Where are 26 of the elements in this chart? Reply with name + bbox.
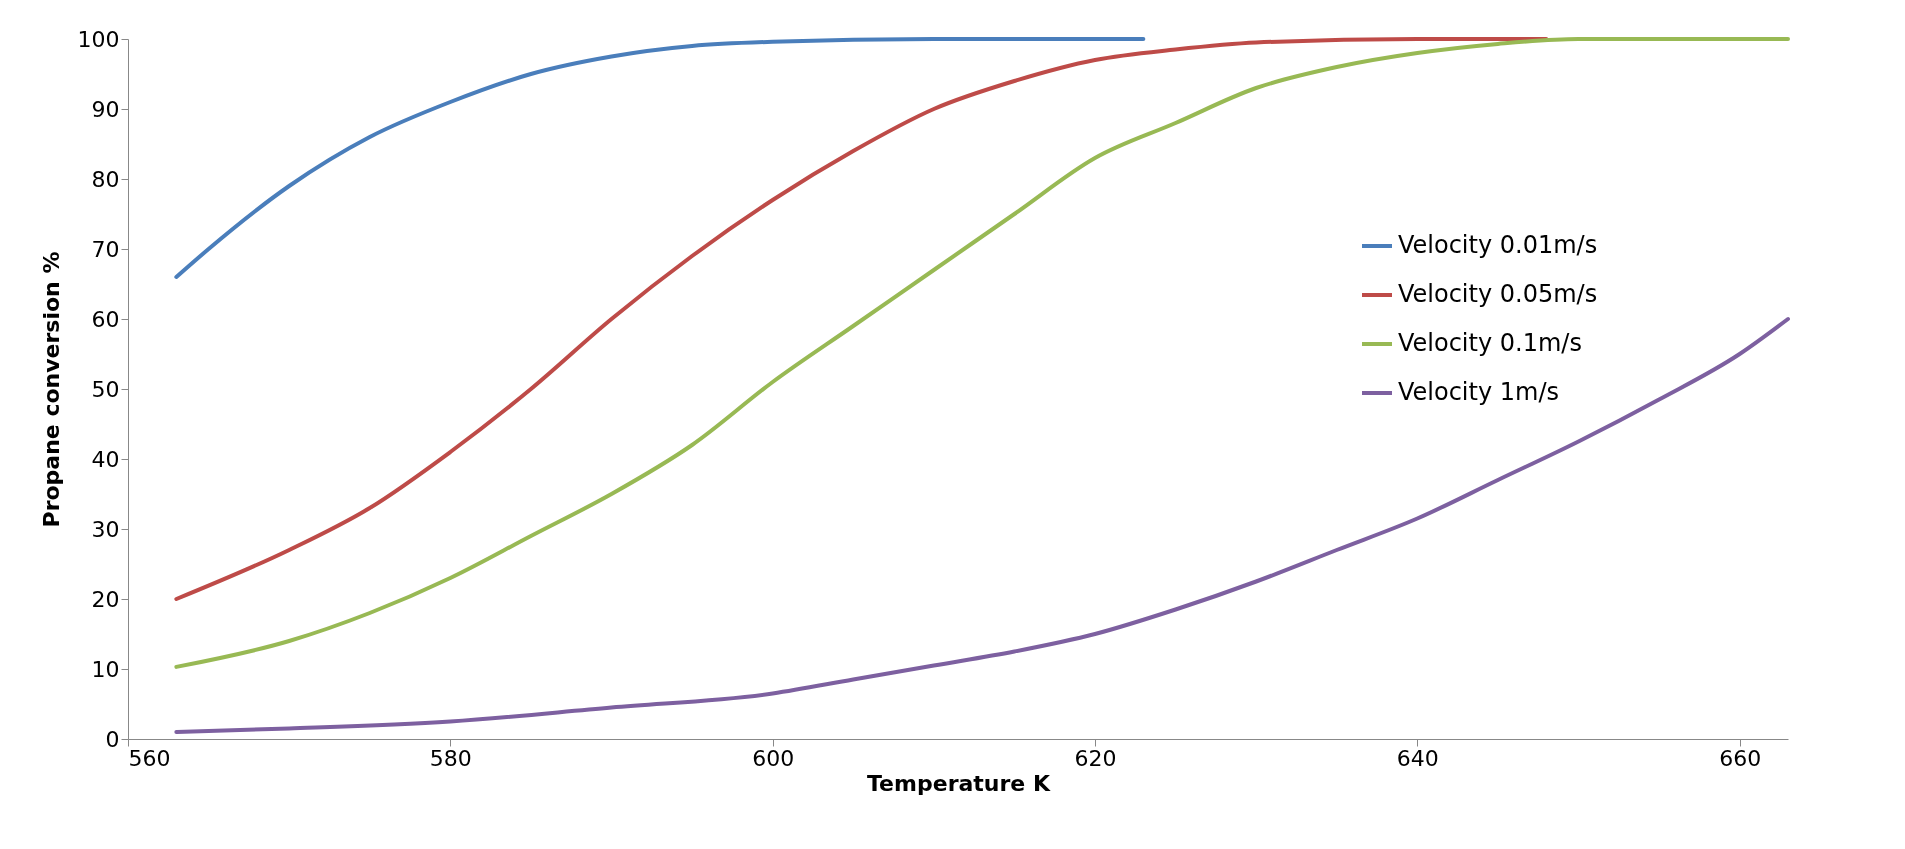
y-tick-label: 100 — [77, 26, 120, 52]
x-tick-label: 560 — [128, 745, 171, 771]
legend-label: Velocity 0.1m/s — [1398, 329, 1582, 357]
y-tick-label: 20 — [91, 586, 120, 612]
legend-label: Velocity 0.05m/s — [1398, 280, 1598, 308]
line-series — [174, 37, 1790, 669]
y-tick-label: 70 — [91, 236, 120, 262]
y-tick-label: 0 — [105, 726, 120, 752]
y-tick-label: 30 — [91, 516, 120, 542]
line-series — [174, 317, 1790, 734]
x-tick-label: 600 — [752, 745, 795, 771]
y-tick-label: 80 — [91, 166, 120, 192]
line-series — [174, 37, 1146, 279]
x-tick-label: 620 — [1074, 745, 1117, 771]
y-tick-label: 40 — [91, 446, 120, 472]
legend-label: Velocity 0.01m/s — [1398, 231, 1598, 259]
x-tick-label: 660 — [1719, 745, 1762, 771]
x-axis-title: Temperature K — [867, 770, 1051, 796]
y-tick-label: 50 — [91, 376, 120, 402]
legend-label: Velocity 1m/s — [1398, 378, 1560, 406]
y-tick-label: 60 — [91, 306, 120, 332]
y-axis-title: Propane conversion % — [38, 251, 64, 528]
y-tick-label: 90 — [91, 96, 120, 122]
y-tick-label: 10 — [91, 656, 120, 682]
x-tick-label: 580 — [429, 745, 472, 771]
x-tick-label: 640 — [1396, 745, 1439, 771]
